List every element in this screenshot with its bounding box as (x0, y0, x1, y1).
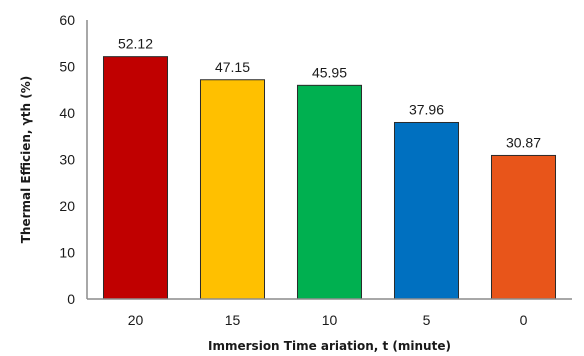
x-tick-label: 15 (225, 312, 241, 328)
bar (296, 84, 363, 300)
y-tick-label: 20 (59, 198, 75, 214)
y-tick-label: 50 (59, 59, 75, 75)
y-tick-label: 30 (59, 152, 75, 168)
bar-data-label: 37.96 (409, 101, 444, 117)
x-tick-label: 10 (322, 312, 338, 328)
bar-series (102, 56, 557, 300)
x-tick-label: 20 (128, 312, 144, 328)
bar-data-label: 47.15 (215, 59, 250, 75)
x-tick-label: 5 (423, 312, 431, 328)
y-tick-label: 60 (59, 12, 75, 28)
x-axis-title: Immersion Time ariation, t (minute) (208, 339, 451, 353)
y-axis-ticks: 0 10 20 30 40 50 60 (59, 12, 75, 307)
data-labels: 52.12 47.15 45.95 37.96 30.87 (118, 36, 541, 151)
y-tick-label: 0 (67, 291, 75, 307)
bar (199, 79, 266, 300)
bar (490, 154, 557, 300)
y-axis-title: Thermal Efficien, γth (%) (19, 76, 33, 244)
bar-data-label: 45.95 (312, 64, 347, 80)
x-axis-ticks: 20 15 10 5 0 (128, 312, 528, 328)
x-tick-label: 0 (520, 312, 528, 328)
y-tick-label: 40 (59, 105, 75, 121)
bar-data-label: 30.87 (506, 134, 541, 150)
bar (102, 56, 169, 300)
bar (393, 121, 460, 300)
y-tick-label: 10 (59, 245, 75, 261)
bar-data-label: 52.12 (118, 36, 153, 52)
